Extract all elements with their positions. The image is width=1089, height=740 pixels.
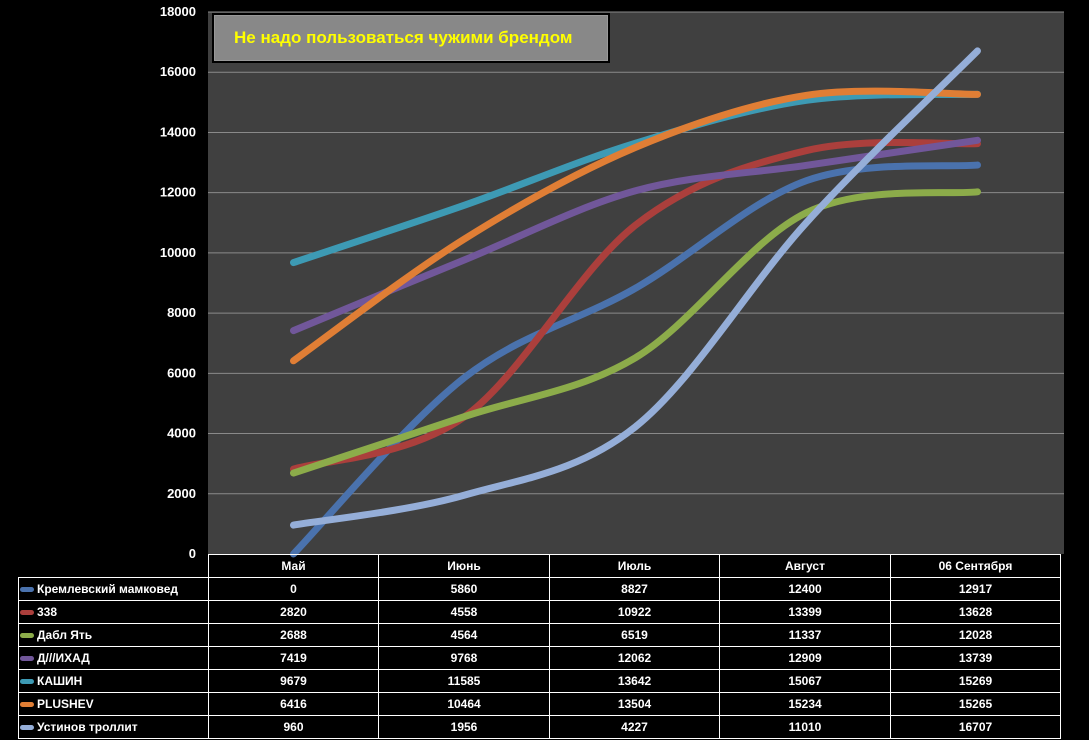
value-cell: 11337 (719, 623, 891, 647)
value-cell: 15265 (890, 692, 1061, 716)
value-cell: 1956 (378, 715, 550, 739)
table-row: PLUSHEV 6416 10464 13504 15234 15265 (18, 692, 1061, 716)
value-cell: 4564 (378, 623, 550, 647)
series-name-cell: 338 (18, 600, 209, 624)
y-tick-label: 12000 (160, 185, 196, 200)
series-lines (290, 47, 981, 558)
column-header: Август (719, 554, 891, 578)
y-tick-label: 10000 (160, 245, 196, 260)
y-tick-label: 2000 (167, 486, 196, 501)
value-cell: 12062 (549, 646, 720, 670)
series-name: Кремлевский мамковед (37, 582, 178, 596)
value-cell: 13628 (890, 600, 1061, 624)
y-tick-label: 0 (189, 546, 196, 561)
series-name: КАШИН (37, 674, 83, 688)
series-line-1 (290, 138, 981, 473)
y-tick-label: 8000 (167, 305, 196, 320)
table-header-row: Май Июнь Июль Август 06 Сентября (18, 554, 1061, 578)
series-line-2 (290, 188, 981, 477)
y-axis-ticks: 0 2000 4000 6000 8000 10000 12000 14000 16000 180… (160, 4, 196, 561)
value-cell: 11010 (719, 715, 891, 739)
series-name: PLUSHEV (37, 697, 94, 711)
value-cell: 13504 (549, 692, 720, 716)
value-cell: 9679 (208, 669, 379, 693)
y-tick-label: 18000 (160, 4, 196, 19)
table-row: Устинов троллит 960 1956 4227 11010 16707 (18, 715, 1061, 739)
value-cell: 8827 (549, 577, 720, 601)
series-name-cell: КАШИН (18, 669, 209, 693)
value-cell: 2820 (208, 600, 379, 624)
value-cell: 15234 (719, 692, 891, 716)
column-header: Июль (549, 554, 720, 578)
value-cell: 4558 (378, 600, 550, 624)
value-cell: 12400 (719, 577, 891, 601)
series-name: Устинов троллит (37, 720, 138, 734)
chart-title: Не надо пользоваться чужими брендом (234, 28, 573, 47)
series-line-6 (290, 47, 981, 529)
value-cell: 6416 (208, 692, 379, 716)
y-tick-label: 14000 (160, 124, 196, 139)
series-name-cell: Дабл Ять (18, 623, 209, 647)
series-line-5 (290, 87, 981, 365)
value-cell: 5860 (378, 577, 550, 601)
y-tick-label: 16000 (160, 64, 196, 79)
legend-swatch (20, 610, 34, 616)
value-cell: 10464 (378, 692, 550, 716)
series-name: 338 (37, 605, 58, 619)
column-header: Июнь (378, 554, 550, 578)
series-name-cell: Устинов троллит (18, 715, 209, 739)
value-cell: 10922 (549, 600, 720, 624)
series-line-4 (290, 90, 981, 267)
value-cell: 7419 (208, 646, 379, 670)
y-tick-label: 6000 (167, 365, 196, 380)
table-row: Д///ИХАД 7419 9768 12062 12909 13739 (18, 646, 1061, 670)
series-name-cell: PLUSHEV (18, 692, 209, 716)
value-cell: 2688 (208, 623, 379, 647)
value-cell: 13739 (890, 646, 1061, 670)
value-cell: 15067 (719, 669, 891, 693)
legend-swatch (20, 656, 34, 662)
chart-title-box: Не надо пользоваться чужими брендом (212, 13, 610, 63)
value-cell: 6519 (549, 623, 720, 647)
value-cell: 9768 (378, 646, 550, 670)
legend-swatch (20, 702, 34, 708)
y-tick-label: 4000 (167, 426, 196, 441)
value-cell: 960 (208, 715, 379, 739)
legend-swatch (20, 587, 34, 593)
value-cell: 12028 (890, 623, 1061, 647)
data-table: Май Июнь Июль Август 06 Сентября Кремлевский… (18, 554, 1061, 739)
value-cell: 4227 (549, 715, 720, 739)
value-cell: 16707 (890, 715, 1061, 739)
table-row: 338 2820 4558 10922 13399 13628 (18, 600, 1061, 624)
legend-swatch (20, 725, 34, 731)
series-name: Дабл Ять (37, 628, 93, 642)
value-cell: 12909 (719, 646, 891, 670)
value-cell: 12917 (890, 577, 1061, 601)
column-header: 06 Сентября (890, 554, 1061, 578)
legend-swatch (20, 679, 34, 685)
column-header: Май (208, 554, 379, 578)
table-row: Кремлевский мамковед 0 5860 8827 12400 12917 (18, 577, 1061, 601)
value-cell: 15269 (890, 669, 1061, 693)
value-cell: 13399 (719, 600, 891, 624)
value-cell: 11585 (378, 669, 550, 693)
legend-swatch (20, 633, 34, 639)
table-corner (18, 554, 209, 578)
series-name-cell: Д///ИХАД (18, 646, 209, 670)
table-row: КАШИН 9679 11585 13642 15067 15269 (18, 669, 1061, 693)
value-cell: 13642 (549, 669, 720, 693)
table-row: Дабл Ять 2688 4564 6519 11337 12028 (18, 623, 1061, 647)
value-cell: 0 (208, 577, 379, 601)
series-name-cell: Кремлевский мамковед (18, 577, 209, 601)
series-name: Д///ИХАД (37, 651, 90, 665)
